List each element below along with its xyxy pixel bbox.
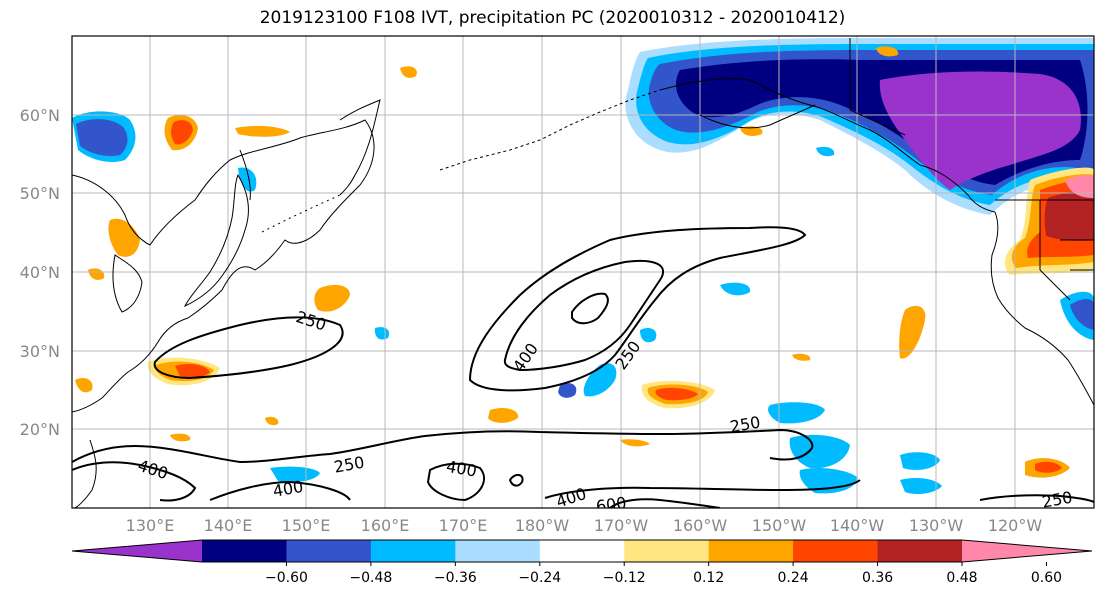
lat-tick-label: 60°N: [20, 106, 60, 125]
coast-korea: [112, 254, 143, 313]
lat-tick-label: 20°N: [20, 420, 60, 439]
colorbar-tick-label: 0.36: [862, 570, 893, 586]
lon-tick-label: 120°W: [988, 516, 1043, 535]
lon-tick-label: 170°W: [594, 516, 649, 535]
coast-bristol-bay: [699, 104, 816, 129]
colorbar-tick-label: −0.12: [603, 570, 646, 586]
colorbar-swatch: [708, 540, 794, 562]
lon-tick-label: 170°E: [439, 516, 488, 535]
colorbar-swatch: [539, 540, 625, 562]
colorbar-tick-label: −0.60: [265, 570, 308, 586]
lon-tick-label: 160°W: [673, 516, 728, 535]
colorbar-swatch: [877, 540, 963, 562]
contour-400-central: [426, 462, 485, 502]
precip-negative-areas: [72, 38, 1094, 494]
lon-axis: 130°E 140°E 150°E 160°E 170°E 180°W 170°…: [126, 516, 1043, 535]
colorbar-swatch: [455, 540, 541, 562]
contour-400-jet: [503, 259, 665, 372]
lon-tick-label: 150°W: [752, 516, 807, 535]
map-area: 250 400 250 400 250 400 250 400 250 400 …: [72, 36, 1094, 516]
contour-label: 250: [1041, 488, 1074, 512]
contour-250-subtropical-west: [153, 316, 344, 380]
coast-sakhalin: [239, 149, 251, 201]
precip-area-alaska-purple: [879, 71, 1081, 190]
coast-asia: [72, 119, 375, 413]
alaska-canada-border: [849, 38, 906, 136]
ivt-contours: [72, 226, 1094, 508]
coast-aleutians: [439, 89, 661, 171]
contour-400-central-west: [209, 480, 351, 501]
contour-250-far-east: [979, 494, 1094, 503]
coast-north-america: [990, 211, 1094, 406]
colorbar-swatch: [370, 540, 456, 562]
colorbar-swatch: [624, 540, 710, 562]
lon-tick-label: 130°E: [126, 516, 175, 535]
contour-250-jet: [468, 226, 807, 392]
colorbar-tick-label: −0.48: [349, 570, 392, 586]
contour-600-jet: [571, 292, 609, 325]
lon-tick-label: 140°W: [830, 516, 885, 535]
colorbar-tick-label: −0.24: [518, 570, 561, 586]
coastlines: [72, 38, 1094, 508]
colorbar-extend-low: [72, 540, 202, 562]
colorbar-swatch: [202, 540, 287, 562]
lon-tick-label: 150°E: [282, 516, 331, 535]
coast-alaska: [659, 78, 996, 213]
coast-japan: [183, 173, 249, 308]
graticule: [72, 36, 1094, 508]
coast-kamchatka: [339, 99, 381, 196]
colorbar-tick-label: 0.24: [778, 570, 809, 586]
colorbar-swatch: [793, 540, 879, 562]
contour-600: [609, 498, 721, 508]
colorbar-outline: [71, 539, 1093, 563]
contour-400-west: [72, 461, 197, 502]
map-title: 2019123100 F108 IVT, precipitation PC (2…: [259, 8, 846, 28]
colorbar: −0.60 −0.48 −0.36 −0.24 −0.12 0.12 0.24 0.36 0.4…: [71, 539, 1093, 586]
colorbar-extend-high: [962, 540, 1092, 562]
colorbar-tick-label: −0.36: [434, 570, 477, 586]
lat-tick-label: 40°N: [20, 263, 60, 282]
contour-400-small: [508, 474, 524, 487]
map-frame: [71, 35, 1095, 509]
precip-positive-areas: [75, 46, 1094, 478]
lat-tick-label: 50°N: [20, 184, 60, 203]
us-state-borders: [1039, 200, 1094, 301]
colorbar-swatch: [286, 540, 372, 562]
colorbar-tick-label: 0.48: [946, 570, 977, 586]
lon-tick-label: 160°E: [361, 516, 410, 535]
contour-400-east: [544, 479, 861, 499]
contour-250-tropical-band: [72, 428, 814, 464]
lon-tick-label: 180°W: [515, 516, 570, 535]
lat-tick-label: 30°N: [20, 342, 60, 361]
lat-axis: 60°N 50°N 40°N 30°N 20°N: [20, 106, 60, 439]
colorbar-tick-label: 0.12: [693, 570, 724, 586]
contour-label: 600: [595, 493, 628, 516]
colorbar-tick-label: 0.60: [1031, 570, 1062, 586]
lon-tick-label: 130°W: [909, 516, 964, 535]
lon-tick-label: 140°E: [204, 516, 253, 535]
